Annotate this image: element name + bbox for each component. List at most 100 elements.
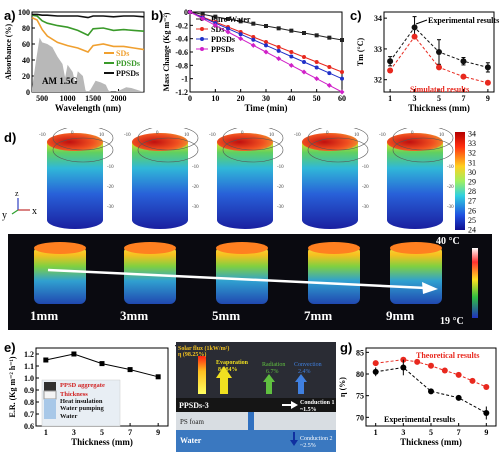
- inset-label: PPSD aggregate: [60, 382, 105, 389]
- thermal-beaker-top: [34, 242, 86, 254]
- y-tick-label: 1.0: [24, 374, 34, 383]
- data-point: [276, 26, 281, 31]
- data-point: [238, 32, 243, 37]
- x-tick-label: 1: [374, 428, 378, 437]
- data-point: [387, 67, 394, 74]
- x-tick-label: 7: [128, 428, 132, 437]
- legend-label: Pure Water: [211, 15, 251, 24]
- y-tick-label: -0.8: [175, 61, 188, 70]
- data-point: [238, 36, 244, 42]
- data-point: [213, 14, 218, 19]
- foam-label: PS foam: [180, 418, 204, 426]
- y-tick-label: 85: [356, 348, 364, 357]
- y-tick-label: 70: [356, 413, 364, 422]
- sim-axis-tick: -30: [362, 205, 369, 210]
- colorbar-tick-label: 25: [468, 216, 476, 225]
- inset-insulation: [43, 390, 57, 400]
- sim-axis-tick: -10: [209, 133, 216, 138]
- data-point: [484, 64, 491, 71]
- data-point: [340, 38, 344, 42]
- x-tick-label: 5: [429, 428, 433, 437]
- data-point-theoretical: [469, 377, 476, 384]
- thermal-label-9mm: 9mm: [386, 308, 415, 323]
- x-tick-label: 5: [437, 94, 441, 103]
- data-point: [340, 70, 344, 74]
- colorbar-tick-label: 34: [468, 130, 476, 139]
- y-tick-label: -1: [181, 75, 188, 84]
- sim-axis-tick: -10: [294, 133, 301, 138]
- axis-y-glyph: y: [2, 210, 7, 221]
- data-point: [302, 55, 306, 59]
- data-point: [200, 12, 205, 17]
- sim-axis-tick: 10: [439, 133, 445, 138]
- data-point: [436, 49, 442, 55]
- solar-spectrum-area: [32, 37, 144, 92]
- panel-label-e: e): [4, 340, 16, 355]
- data-point-experimental: [400, 364, 407, 371]
- series-line-sds: [31, 16, 145, 53]
- data-point: [436, 64, 442, 71]
- data-point: [225, 29, 231, 35]
- sim-axis-tick: -10: [124, 133, 131, 138]
- y-tick-label: 80: [22, 24, 30, 33]
- colorbar-tick-label: 26: [468, 206, 476, 215]
- chart-g-efficiency: 1 3 5 7 9 70 75 80 85 Thickness (mm) η (%) Theoreti…: [338, 347, 497, 447]
- cylinder-top: [132, 133, 188, 151]
- x-tick-label: 1000: [60, 94, 76, 103]
- inset-label: Water pumping: [60, 405, 105, 412]
- series-line-pdsds: [31, 14, 145, 37]
- x-tick-label: 7: [461, 94, 465, 103]
- trend-arrowhead: [422, 282, 438, 294]
- y-tick-label: 33: [374, 45, 382, 54]
- y-tick-label: 32: [374, 76, 382, 85]
- label-simulated: Simulated results: [410, 85, 469, 94]
- x-tick-label: 5: [100, 428, 104, 437]
- cylinder-body: [132, 142, 188, 229]
- cylinder-wire: [392, 128, 454, 151]
- evaporation-arrow: [216, 366, 232, 394]
- data-point: [327, 65, 332, 69]
- colorbar-tick-label: 27: [468, 197, 476, 206]
- data-point-theoretical: [441, 367, 448, 374]
- legend-label: PDSDs: [211, 35, 235, 44]
- legend-marker: [200, 47, 204, 51]
- y-tick-label: 0.6: [24, 422, 34, 431]
- sim-axis-tick: -30: [192, 205, 199, 210]
- sim-axis-tick: -20: [107, 185, 114, 190]
- data-point: [289, 28, 294, 33]
- sim-axis-tick: 10: [269, 133, 275, 138]
- panel-label-g: g): [340, 340, 353, 355]
- thermal-beaker: [216, 246, 268, 304]
- y-tick-label: 34: [374, 14, 382, 23]
- legend-marker: [200, 27, 204, 31]
- sim-axis-tick: -30: [107, 205, 114, 210]
- inset-label: Thickness: [60, 391, 88, 398]
- x-axis-label: Thickness (mm): [71, 437, 133, 447]
- colorbar-tick-label: 28: [468, 187, 476, 196]
- sim-axis-tick: 0: [71, 131, 74, 136]
- legend-marker: [200, 37, 204, 41]
- y-tick-label: 40: [22, 56, 30, 65]
- data-point-experimental: [483, 410, 490, 416]
- water-layer: [176, 430, 336, 452]
- data-point: [155, 374, 161, 380]
- trend-arrow: [47, 268, 427, 290]
- x-tick-label: 9: [156, 428, 160, 437]
- data-point: [263, 49, 269, 55]
- x-axis-label: Thickness (mm): [408, 103, 470, 113]
- y-tick-label: -0.6: [175, 48, 188, 57]
- axis-triad: y z x: [2, 189, 37, 221]
- data-point-theoretical: [483, 384, 490, 390]
- x-tick-label: 3: [72, 428, 76, 437]
- y-tick-label: 80: [356, 370, 364, 379]
- x-tick-label: 9: [486, 94, 490, 103]
- data-point: [289, 50, 294, 54]
- sim-axis-tick: 10: [354, 133, 360, 138]
- data-point: [276, 45, 281, 49]
- chart-e-evaporation-rate: 1 3 5 7 9 0.6 0.7 0.8 0.9 1.0 1.1 1.2 Thickness (mm)…: [8, 347, 169, 447]
- colorbar-tick-label: 32: [468, 149, 476, 158]
- radiation-pct: 6.7%: [266, 369, 279, 375]
- inset-aggregate: [44, 382, 56, 391]
- thermal-beaker-top: [308, 242, 360, 254]
- panel-d-simulation: -10 0 10-10-20-30-10 0 10-10-20-30-10 0 10-10-…: [2, 128, 476, 234]
